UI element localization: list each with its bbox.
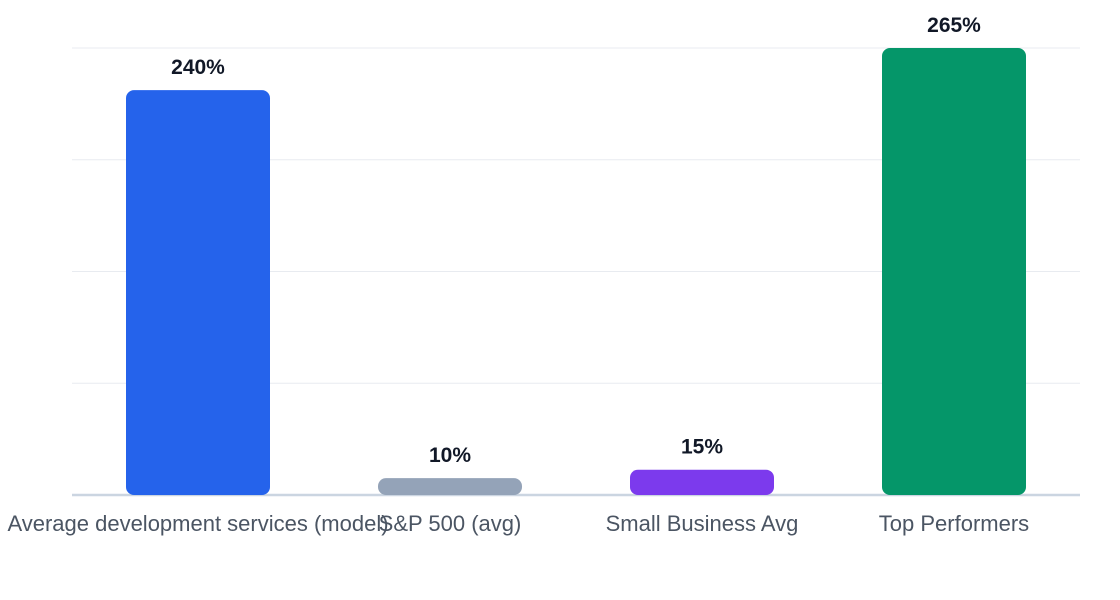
data-label: 15%	[681, 436, 723, 459]
bar	[126, 90, 270, 496]
category-tick-label: Average development services (model)	[7, 511, 388, 536]
category-tick-label: Small Business Avg	[606, 511, 799, 536]
data-label: 10%	[429, 444, 471, 467]
category-labels-group: Average development services (model)S&P …	[7, 511, 1029, 536]
data-label: 265%	[927, 14, 981, 37]
value-labels-group: 240% 10% 15% 265%	[171, 14, 981, 467]
category-tick-label: S&P 500 (avg)	[379, 511, 522, 536]
bar	[378, 478, 522, 495]
bar	[882, 48, 1026, 495]
bars-group	[126, 48, 1026, 496]
category-tick-label: Top Performers	[879, 511, 1029, 536]
bar	[630, 469, 774, 495]
data-label: 240%	[171, 56, 225, 79]
